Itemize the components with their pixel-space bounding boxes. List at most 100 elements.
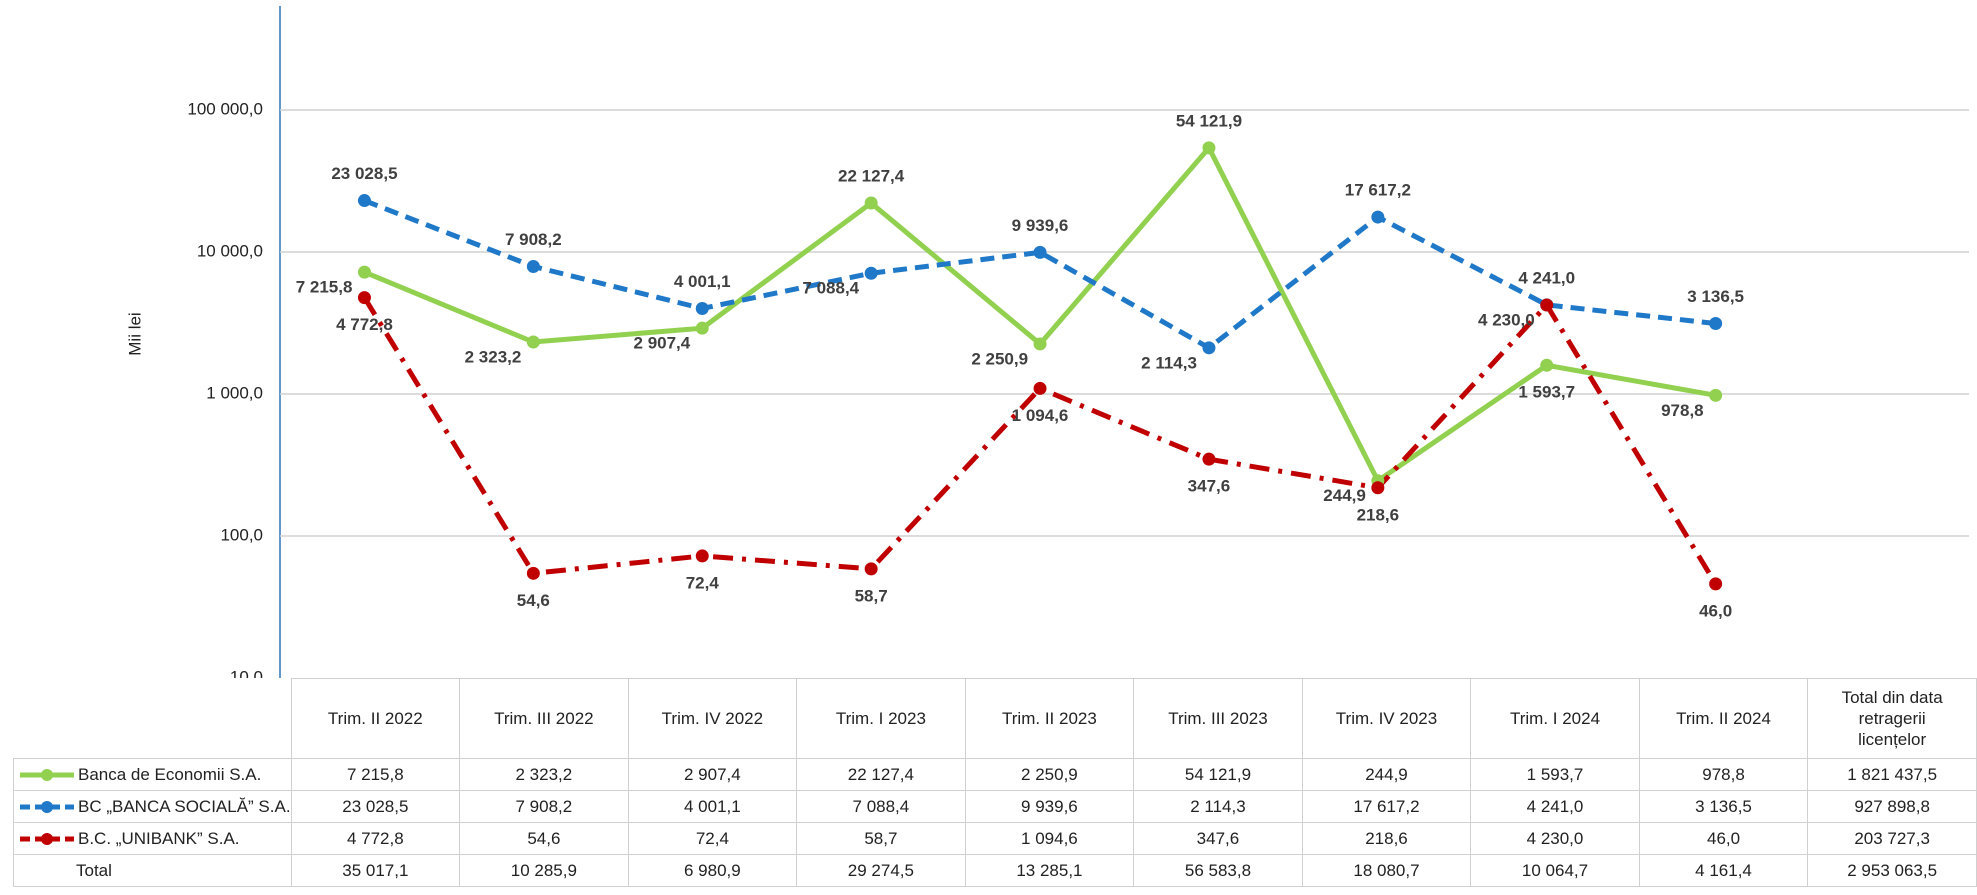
total-value: 56 583,8 <box>1133 854 1303 887</box>
table-value: 46,0 <box>1638 822 1809 855</box>
x-tick-label: Trim. IV 2023 <box>1301 678 1472 759</box>
data-label: 7 088,4 <box>802 279 859 298</box>
legend-icon <box>20 833 74 846</box>
x-tick-label: Trim. II 2023 <box>964 678 1135 759</box>
data-point <box>526 335 540 349</box>
table-value: 9 939,6 <box>964 790 1135 823</box>
series-line <box>363 198 1716 351</box>
table-value: 4 241,0 <box>1470 790 1640 823</box>
y-tick-label: 10,0 <box>230 667 263 678</box>
data-point <box>1202 452 1216 466</box>
table-value: 3 136,5 <box>1638 790 1809 823</box>
series-row: B.C. „UNIBANK” S.A. 4 772,8 54,6 72,4 58,7 1 … <box>13 822 1977 855</box>
data-label: 58,7 <box>855 586 888 605</box>
legend-entry: Banca de Economii S.A. <box>13 758 292 791</box>
data-label: 3 136,5 <box>1687 287 1744 306</box>
data-point <box>1709 317 1723 331</box>
table-value: 17 617,2 <box>1301 790 1472 823</box>
data-point <box>864 562 878 576</box>
y-tick-label: 1 000,0 <box>206 383 263 402</box>
data-table: Trim. II 2022 Trim. III 2022 Trim. IV 2022… <box>13 678 1977 887</box>
table-value: 54 121,9 <box>1133 758 1303 791</box>
data-point <box>1033 337 1047 351</box>
table-value: 2 323,2 <box>459 758 629 791</box>
series-row: Banca de Economii S.A. 7 215,8 2 323,2 2 90… <box>13 758 1977 791</box>
table-value: 2 250,9 <box>964 758 1135 791</box>
data-label: 23 028,5 <box>331 164 397 183</box>
data-label: 1 094,6 <box>1012 406 1069 425</box>
series-line <box>362 296 1718 586</box>
x-tick-label: Trim. I 2023 <box>796 678 966 759</box>
data-label: 978,8 <box>1661 401 1704 420</box>
table-value: 978,8 <box>1638 758 1809 791</box>
x-tick-label: Trim. II 2022 <box>290 678 461 759</box>
total-value: 29 274,5 <box>796 854 966 887</box>
total-value: 35 017,1 <box>290 854 461 887</box>
data-label: 7 908,2 <box>505 230 562 249</box>
data-label: 46,0 <box>1699 601 1732 620</box>
legend-marker <box>41 833 53 846</box>
y-tick-label: 100 000,0 <box>187 99 263 118</box>
table-value: 58,7 <box>796 822 966 855</box>
table-value: 2 114,3 <box>1133 790 1303 823</box>
data-label: 54,6 <box>517 591 550 610</box>
data-point <box>526 259 540 273</box>
data-label: 2 907,4 <box>634 334 691 353</box>
total-value: 6 980,9 <box>627 854 798 887</box>
legend-marker <box>41 769 53 782</box>
data-label: 22 127,4 <box>838 167 905 186</box>
table-value: 22 127,4 <box>796 758 966 791</box>
grand-total: 2 953 063,5 <box>1807 854 1977 887</box>
data-label: 4 001,1 <box>674 272 731 291</box>
table-value: 1 593,7 <box>1470 758 1640 791</box>
x-tick-label: Trim. IV 2022 <box>627 678 798 759</box>
y-tick-label: 100,0 <box>220 525 263 544</box>
header-row: Trim. II 2022 Trim. III 2022 Trim. IV 2022… <box>13 678 1977 759</box>
data-point <box>1540 358 1554 372</box>
legend-name: Banca de Economii S.A. <box>78 764 262 784</box>
table-value: 218,6 <box>1301 822 1472 855</box>
data-point <box>1540 298 1554 312</box>
data-point <box>1202 341 1216 355</box>
data-label: 347,6 <box>1188 477 1231 496</box>
data-point <box>1033 381 1047 395</box>
x-tick-label: Trim. I 2024 <box>1470 678 1640 759</box>
data-point <box>695 321 709 335</box>
data-point <box>1371 210 1385 224</box>
total-value: 10 285,9 <box>459 854 629 887</box>
table-value: 72,4 <box>627 822 798 855</box>
table-value: 54,6 <box>459 822 629 855</box>
table-value: 23 028,5 <box>290 790 461 823</box>
legend-marker <box>41 801 53 814</box>
chart: Mii lei 10,0 100,0 1 000,0 10 000,0 100 000,… <box>125 6 1969 678</box>
table-value: 7 908,2 <box>459 790 629 823</box>
legend-name: B.C. „UNIBANK” S.A. <box>78 828 240 848</box>
data-label: 244,9 <box>1323 486 1366 505</box>
legend-entry: BC „BANCA SOCIALĂ” S.A. <box>13 790 292 823</box>
series-total: 927 898,8 <box>1807 790 1977 823</box>
data-label: 4 772,8 <box>336 315 393 334</box>
data-label: 4 230,0 <box>1478 311 1535 330</box>
table-value: 244,9 <box>1301 758 1472 791</box>
legend-entry: B.C. „UNIBANK” S.A. <box>13 822 292 855</box>
series-total: 1 821 437,5 <box>1807 758 1977 791</box>
y-axis-label: Mii lei <box>125 312 144 355</box>
data-point <box>864 266 878 280</box>
corner <box>13 678 292 759</box>
data-point <box>1033 245 1047 259</box>
data-point <box>1371 481 1385 495</box>
data-label: 218,6 <box>1357 505 1400 524</box>
total-label: Total <box>13 854 292 887</box>
data-label: 9 939,6 <box>1012 216 1069 235</box>
total-header: Total din data retragerii licențelor <box>1807 678 1977 759</box>
total-value: 10 064,7 <box>1470 854 1640 887</box>
data-label: 1 593,7 <box>1518 383 1575 402</box>
total-value: 18 080,7 <box>1301 854 1472 887</box>
data-point <box>526 566 540 580</box>
total-value: 13 285,1 <box>964 854 1135 887</box>
data-label: 2 114,3 <box>1141 353 1197 372</box>
data-point <box>357 291 371 305</box>
table-value: 7 088,4 <box>796 790 966 823</box>
table-value: 4 772,8 <box>290 822 461 855</box>
data-point <box>357 265 371 279</box>
